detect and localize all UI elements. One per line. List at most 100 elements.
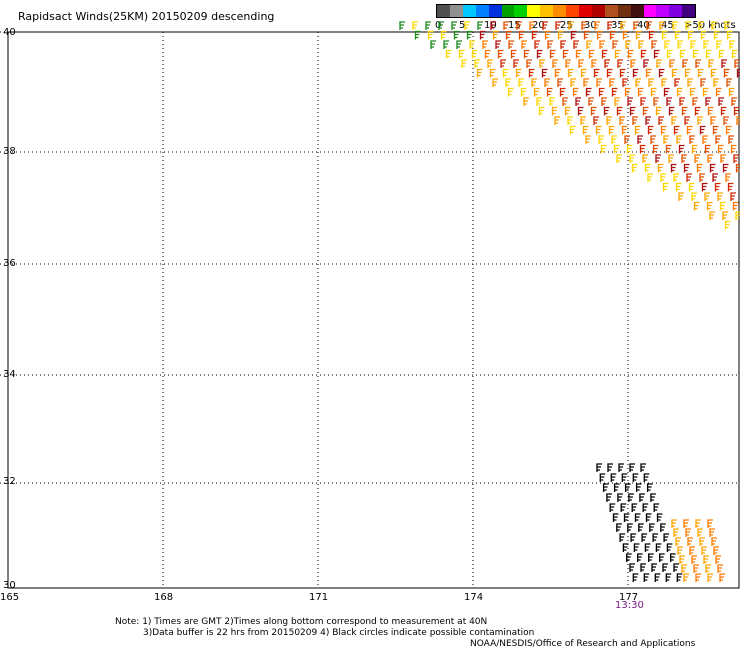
wind-barb <box>469 40 475 49</box>
wind-barb <box>638 40 644 49</box>
contaminated-wind-barb <box>629 563 635 572</box>
wind-barb <box>660 125 667 135</box>
contaminated-wind-barb <box>644 543 651 552</box>
contaminated-wind-barb <box>653 503 660 512</box>
wind-barb <box>686 125 693 135</box>
wind-barb <box>453 30 460 40</box>
wind-barb <box>731 97 737 106</box>
wind-barb <box>520 87 527 97</box>
legend-swatch <box>462 5 476 17</box>
wind-barb <box>657 163 664 173</box>
wind-barb <box>729 40 735 49</box>
wind-barb <box>644 163 651 173</box>
wind-barb <box>502 68 509 78</box>
legend-swatch <box>682 5 696 17</box>
lat-label-30: 30 <box>3 580 16 591</box>
wind-barb <box>684 68 691 78</box>
wind-barb <box>705 564 711 573</box>
contaminated-wind-barb <box>633 543 640 552</box>
legend-label: 35 <box>611 20 624 31</box>
wind-barb <box>521 40 527 49</box>
wind-barb <box>471 49 478 59</box>
wind-barb <box>724 220 731 230</box>
wind-barb <box>591 59 597 68</box>
wind-barb <box>726 30 733 40</box>
wind-barb <box>705 97 711 106</box>
wind-barb <box>672 21 678 30</box>
wind-barb <box>730 144 737 154</box>
legend-swatch <box>604 5 618 17</box>
wind-barb <box>581 21 587 30</box>
legend-swatch <box>591 5 605 17</box>
wind-barb <box>700 30 707 40</box>
wind-barb <box>703 555 709 564</box>
contaminated-wind-barb <box>648 553 654 562</box>
wind-barb <box>719 201 726 211</box>
wind-barb <box>505 30 512 40</box>
wind-barb <box>630 59 636 68</box>
wind-barb <box>425 21 431 30</box>
wind-barb <box>430 40 436 49</box>
lat-label-36: 36 <box>3 258 16 269</box>
wind-barb <box>716 40 722 49</box>
wind-barb <box>673 173 679 182</box>
contaminated-wind-barb <box>666 543 673 552</box>
wind-barb <box>637 87 644 97</box>
contaminated-wind-barb <box>610 473 617 482</box>
wind-barb <box>695 519 701 528</box>
wind-barb <box>728 135 734 144</box>
legend-swatch <box>488 5 502 17</box>
wind-barb <box>495 40 501 49</box>
contaminated-wind-barb <box>629 463 635 472</box>
wind-barb <box>651 40 657 49</box>
contaminated-wind-barb <box>628 493 634 502</box>
legend-swatch <box>578 5 592 17</box>
wind-barb <box>507 87 514 97</box>
wind-barb <box>443 40 449 49</box>
wind-barb <box>599 40 605 49</box>
wind-barb <box>713 30 720 40</box>
wind-barb <box>534 40 540 49</box>
wind-barb <box>482 40 488 49</box>
wind-barb <box>492 78 498 87</box>
wind-barb <box>593 68 600 78</box>
wind-barb <box>679 97 685 106</box>
wind-barb <box>687 78 693 87</box>
wind-barb <box>732 201 739 211</box>
wind-barb <box>715 135 721 144</box>
wind-barb <box>686 173 692 182</box>
wind-barb <box>573 40 579 49</box>
wind-barb <box>707 573 713 582</box>
wind-barb <box>547 40 553 49</box>
wind-barb <box>706 201 713 211</box>
wind-barb <box>733 154 739 163</box>
wind-barb <box>647 125 654 135</box>
wind-barb <box>678 144 685 154</box>
wind-barb <box>709 528 715 537</box>
wind-barb <box>551 106 558 116</box>
contaminated-wind-barb <box>635 483 642 492</box>
wind-barb <box>601 49 608 59</box>
wind-barb <box>717 144 724 154</box>
wind-barb <box>560 40 566 49</box>
wind-barb <box>622 78 628 87</box>
wind-barb <box>622 30 629 40</box>
wind-barb <box>542 21 548 30</box>
contaminated-wind-barb <box>649 523 655 532</box>
wind-barb <box>691 192 697 201</box>
contaminated-wind-barb <box>660 523 666 532</box>
note-line-2: 3)Data buffer is 22 hrs from 20150209 4)… <box>143 628 535 638</box>
contaminated-wind-barb <box>612 513 619 522</box>
wind-barb <box>656 59 662 68</box>
wind-barb <box>598 135 604 144</box>
note-line-3: NOAA/NESDIS/Office of Research and Appli… <box>470 639 696 649</box>
wind-barb <box>704 192 710 201</box>
wind-barb <box>575 97 581 106</box>
contaminated-wind-barb <box>626 553 632 562</box>
time-label: 13:30 <box>615 600 644 611</box>
wind-barb <box>645 116 651 125</box>
wind-barb <box>696 163 703 173</box>
wind-barb <box>487 59 493 68</box>
wind-barb <box>643 59 649 68</box>
